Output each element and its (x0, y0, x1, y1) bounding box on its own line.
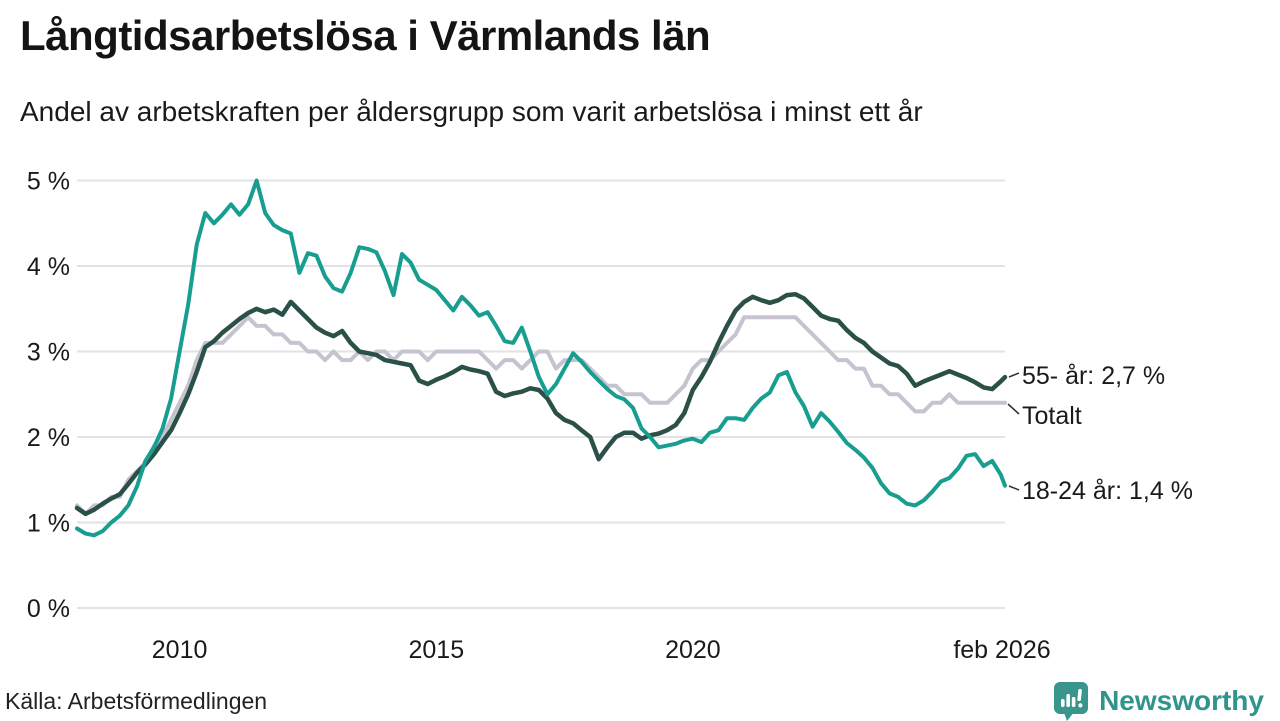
newsworthy-wordmark: Newsworthy (1099, 684, 1264, 716)
leader-55-ar (1008, 372, 1020, 378)
end-label-18-24-ar: 18-24 år: 1,4 % (1022, 477, 1193, 505)
end-label-totalt: Totalt (1022, 402, 1082, 430)
leader-totalt (1007, 403, 1020, 415)
end-label-55-ar: 55- år: 2,7 % (1022, 362, 1165, 390)
chart-subtitle: Andel av arbetskraften per åldersgrupp s… (20, 96, 923, 127)
line-chart: 5 % 4 % 3 % 2 % 1 % 0 % 2010 2015 2020 f… (27, 168, 1193, 665)
end-labels: 55- år: 2,7 % Totalt 18-24 år: 1,4 % (1007, 362, 1193, 505)
newsworthy-logo-icon (1054, 682, 1089, 721)
y-tick-2: 2 % (27, 424, 70, 452)
x-tick-feb-2026: feb 2026 (953, 636, 1050, 664)
y-tick-3: 3 % (27, 339, 70, 367)
x-tick-2020: 2020 (665, 636, 721, 664)
page-title: Långtidsarbetslösa i Värmlands län (20, 12, 711, 59)
y-tick-5: 5 % (27, 168, 70, 196)
line-18-24-ar (75, 178, 1007, 538)
line-55-ar (74, 291, 1008, 517)
x-tick-2015: 2015 (408, 636, 464, 664)
leader-18-24-ar (1008, 485, 1020, 491)
x-axis-labels: 2010 2015 2020 feb 2026 (152, 636, 1051, 664)
x-tick-2010: 2010 (152, 636, 208, 664)
logo-bar-chart-glyph (1061, 689, 1083, 708)
line-totalt (75, 315, 1007, 516)
y-tick-4: 4 % (27, 253, 70, 281)
newsworthy-brand: Newsworthy (1052, 680, 1264, 721)
y-tick-1: 1 % (27, 510, 70, 538)
series-lines (74, 178, 1008, 538)
y-tick-0: 0 % (27, 595, 70, 623)
y-axis-labels: 5 % 4 % 3 % 2 % 1 % 0 % (27, 168, 70, 624)
source-note: Källa: Arbetsförmedlingen (5, 688, 268, 714)
